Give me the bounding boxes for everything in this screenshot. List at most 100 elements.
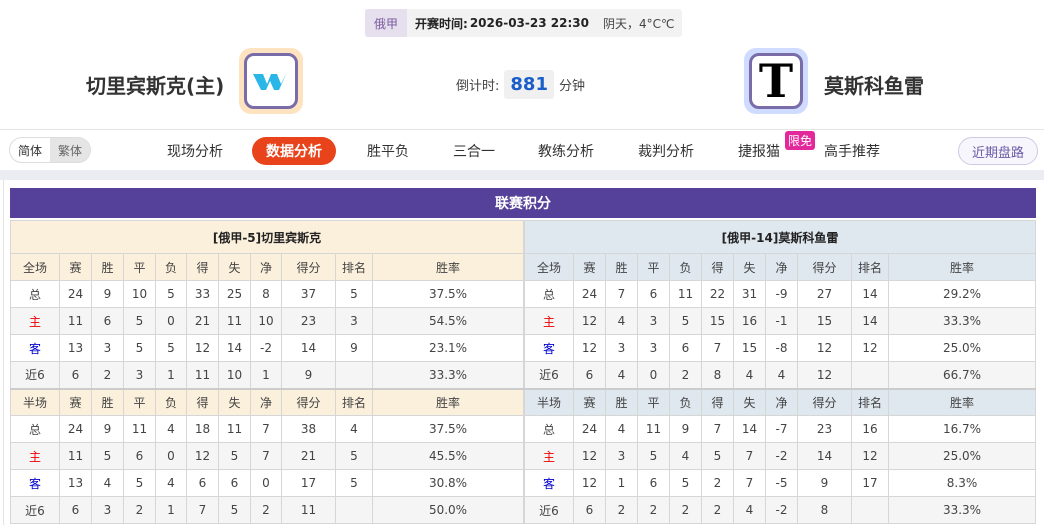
column-header: 得 <box>701 387 734 416</box>
table-cell: 0 <box>155 442 187 470</box>
table-cell: 6 <box>123 442 156 470</box>
column-header: 失 <box>733 387 766 416</box>
table-cell: -9 <box>765 280 798 308</box>
table-row: 客 13 4 5 4 6 6 0 17 5 30.8% <box>10 469 524 497</box>
tab-three-in-one[interactable]: 三合一 <box>453 144 495 160</box>
table-cell: 8 <box>701 361 734 389</box>
table-row: 主 11 6 5 0 21 11 10 23 3 54.5% <box>10 307 524 335</box>
recent-trend-button[interactable]: 近期盘路 <box>958 137 1038 165</box>
table-cell: 主 <box>10 442 60 470</box>
home-team-logo[interactable] <box>239 48 303 114</box>
table-row: 客 12 1 6 5 2 7 -5 9 17 8.3% <box>524 469 1036 497</box>
table-row: 总 24 4 11 9 7 14 -7 23 16 16.7% <box>524 415 1036 443</box>
table-cell: 3 <box>123 361 156 389</box>
table-cell: 10 <box>250 307 282 335</box>
column-header: 失 <box>218 387 251 416</box>
table-cell: 7 <box>701 415 734 443</box>
table-cell: 21 <box>186 307 219 335</box>
tab-win-draw-lose[interactable]: 胜平负 <box>367 144 409 160</box>
away-team-name[interactable]: 莫斯科鱼雷 <box>824 74 924 98</box>
table-cell: 30.8% <box>372 469 524 497</box>
column-header: 排名 <box>335 387 373 416</box>
column-header: 胜 <box>605 387 638 416</box>
table-cell: 38 <box>281 415 336 443</box>
table-cell: 0 <box>250 469 282 497</box>
table-cell: 66.7% <box>888 361 1036 389</box>
column-header: 胜 <box>91 253 124 281</box>
column-header: 排名 <box>851 253 889 281</box>
table-cell: 6 <box>573 496 606 524</box>
table-cell: 3 <box>91 496 124 524</box>
table-cell: 22 <box>701 280 734 308</box>
table-cell: 1 <box>155 496 187 524</box>
table-cell: 5 <box>91 442 124 470</box>
table-cell: 4 <box>605 361 638 389</box>
tab-coach-analysis[interactable]: 教练分析 <box>538 144 594 160</box>
column-header: 排名 <box>851 387 889 416</box>
table-cell: 7 <box>605 280 638 308</box>
lang-simplified[interactable]: 简体 <box>17 143 42 158</box>
table-cell: 14 <box>281 334 336 362</box>
table-cell: 18 <box>186 415 219 443</box>
table-cell: 12 <box>573 442 606 470</box>
column-header: 得分 <box>281 387 336 416</box>
table-cell: 24 <box>573 415 606 443</box>
table-cell: 2 <box>605 496 638 524</box>
table-cell: 16 <box>851 415 889 443</box>
away-standings-table: [俄甲-14]莫斯科鱼雷 全场赛胜平负得失净得分 排名 胜率总 24 7 6 11 22 31 -9… <box>524 220 1036 524</box>
language-toggle[interactable]: 简体 繁体 <box>9 137 91 163</box>
table-cell: 29.2% <box>888 280 1036 308</box>
table-row: 总 24 7 6 11 22 31 -9 27 14 29.2% <box>524 280 1036 308</box>
divider <box>0 129 1044 130</box>
tab-referee-analysis[interactable]: 裁判分析 <box>638 144 694 160</box>
lang-traditional[interactable]: 繁体 <box>50 138 90 162</box>
table-cell: 4 <box>733 496 766 524</box>
table-cell: 0 <box>637 361 670 389</box>
table-cell: 3 <box>637 334 670 362</box>
table-cell: 2 <box>701 496 734 524</box>
league-tag[interactable]: 俄甲 <box>365 9 408 37</box>
table-cell: 1 <box>155 361 187 389</box>
table-cell: 24 <box>573 280 606 308</box>
column-header: 半场 <box>10 387 60 416</box>
table-header-row: 全场赛胜平负得失净得分 排名 胜率 <box>10 253 524 281</box>
table-row: 近6 6 3 2 1 7 5 2 11 50.0% <box>10 496 524 524</box>
table-cell: 8.3% <box>888 469 1036 497</box>
table-cell: 13 <box>59 334 92 362</box>
home-team-name[interactable]: 切里宾斯克(主) <box>86 74 225 98</box>
table-cell: 5 <box>669 469 702 497</box>
table-cell: 10 <box>218 361 251 389</box>
table-cell: 5 <box>123 307 156 335</box>
column-header: 赛 <box>59 387 92 416</box>
table-row: 近6 6 2 3 1 11 10 1 9 33.3% <box>10 361 524 389</box>
table-cell: 12 <box>573 469 606 497</box>
table-cell: 2 <box>637 496 670 524</box>
column-header: 排名 <box>335 253 373 281</box>
table-cell: 11 <box>218 307 251 335</box>
tab-expert-picks[interactable]: 高手推荐 <box>824 144 880 160</box>
column-header: 平 <box>123 387 156 416</box>
tab-live-analysis[interactable]: 现场分析 <box>167 144 223 160</box>
table-cell: 近6 <box>524 496 574 524</box>
table-cell: 10 <box>123 280 156 308</box>
table-cell: 3 <box>605 442 638 470</box>
table-cell: 0 <box>155 307 187 335</box>
table-cell: 近6 <box>10 496 60 524</box>
table-cell: 12 <box>797 361 852 389</box>
table-cell: 总 <box>10 280 60 308</box>
table-cell: 24 <box>59 280 92 308</box>
table-cell: 12 <box>573 334 606 362</box>
table-cell: 37.5% <box>372 415 524 443</box>
away-team-logo[interactable]: T <box>744 48 808 114</box>
table-cell: 16.7% <box>888 415 1036 443</box>
column-header: 平 <box>123 253 156 281</box>
table-cell: 4 <box>155 469 187 497</box>
table-cell: 16 <box>733 307 766 335</box>
table-cell: 2 <box>669 361 702 389</box>
tab-data-analysis[interactable]: 数据分析 <box>252 137 336 165</box>
table-cell: 50.0% <box>372 496 524 524</box>
team-caption: [俄甲-14]莫斯科鱼雷 <box>524 220 1036 254</box>
column-header: 得 <box>186 387 219 416</box>
tab-jiebaomao[interactable]: 捷报猫 <box>738 144 780 160</box>
table-cell: 11 <box>669 280 702 308</box>
